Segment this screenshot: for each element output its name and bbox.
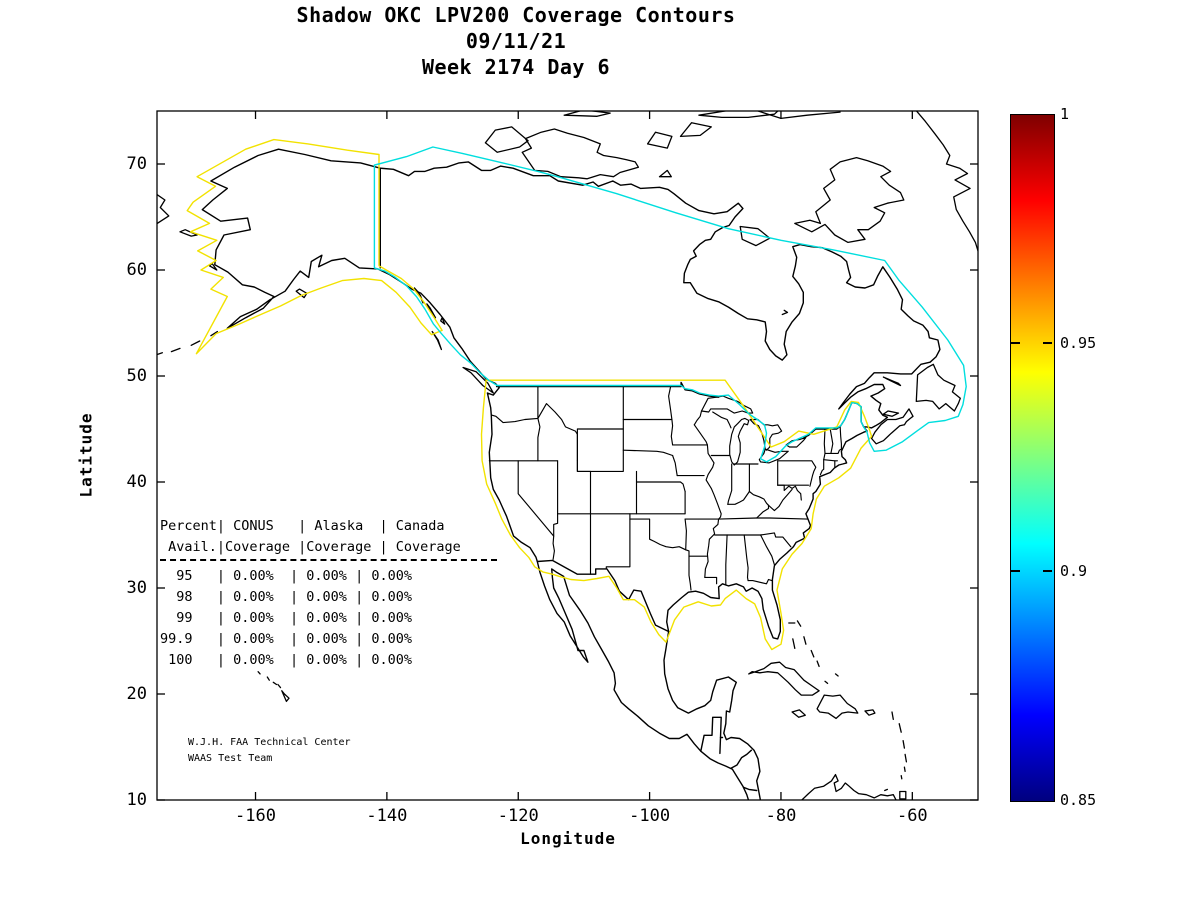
map-islands xyxy=(157,111,978,800)
colorbar-tick-mark xyxy=(1011,570,1020,573)
colorbar xyxy=(1010,114,1055,802)
y-tick-label-10: 10 xyxy=(126,789,147,810)
colorbar-tick-mark xyxy=(1043,341,1052,344)
y-tick-label-60: 60 xyxy=(126,259,147,280)
coverage-table-row-5: 100 | 0.00% | 0.00% | 0.00% xyxy=(160,652,412,668)
x-tick-label--100: -100 xyxy=(629,806,671,826)
coverage-table-row-3: 99 | 0.00% | 0.00% | 0.00% xyxy=(160,610,412,626)
colorbar-label-0.85: 0.85 xyxy=(1060,791,1097,809)
x-tick-label--120: -120 xyxy=(497,806,539,826)
map-coastlines xyxy=(201,148,941,800)
colorbar-label-0.9: 0.9 xyxy=(1060,562,1088,581)
map-state-borders xyxy=(488,386,842,591)
colorbar-tick-mark xyxy=(1011,341,1020,344)
y-tick-label-20: 20 xyxy=(126,683,147,704)
colorbar-label-0.95: 0.95 xyxy=(1060,333,1097,352)
coverage-contour-canada-coverage-boundary xyxy=(373,146,967,463)
title-line-2: 09/11/21 xyxy=(465,29,567,53)
y-tick-label-70: 70 xyxy=(126,153,147,174)
coverage-table-separator xyxy=(160,559,497,566)
x-tick-label--60: -60 xyxy=(896,806,928,826)
coverage-table-row-1: 95 | 0.00% | 0.00% | 0.00% xyxy=(160,568,412,584)
axis-tick-marks xyxy=(157,111,978,801)
coverage-table-row-2: 98 | 0.00% | 0.00% | 0.00% xyxy=(160,589,412,605)
axes-box xyxy=(156,110,979,801)
x-tick-label--80: -80 xyxy=(765,806,797,826)
credit-line-2: WAAS Test Team xyxy=(188,753,273,764)
x-tick-label--160: -160 xyxy=(235,806,276,826)
colorbar-label-1: 1 xyxy=(1060,105,1070,123)
coverage-table: Percent| CONUS | Alaska | Canada Avail.|… xyxy=(160,516,497,671)
coverage-table-header-2: Avail.|Coverage |Coverage | Coverage xyxy=(160,539,461,555)
colorbar-tick-mark xyxy=(1043,570,1052,573)
y-tick-label-50: 50 xyxy=(126,365,147,386)
title-line-1: Shadow OKC LPV200 Coverage Contours xyxy=(296,3,736,27)
x-tick-label--140: -140 xyxy=(366,806,408,826)
y-tick-label-40: 40 xyxy=(126,471,147,492)
y-tick-label-30: 30 xyxy=(126,577,147,598)
figure-title: Shadow OKC LPV200 Coverage Contours 09/1… xyxy=(16,2,1016,80)
coverage-table-row-4: 99.9 | 0.00% | 0.00% | 0.00% xyxy=(160,631,412,647)
x-axis-label: Longitude xyxy=(520,829,616,848)
credit-line-1: W.J.H. FAA Technical Center xyxy=(188,737,351,748)
title-line-3: Week 2174 Day 6 xyxy=(421,55,611,79)
coverage-contour-conus-coverage-boundary xyxy=(186,138,873,651)
coverage-table-header-1: Percent| CONUS | Alaska | Canada xyxy=(160,518,445,534)
credit-text: W.J.H. FAA Technical Center WAAS Test Te… xyxy=(188,735,351,767)
map-lakes xyxy=(700,395,807,466)
